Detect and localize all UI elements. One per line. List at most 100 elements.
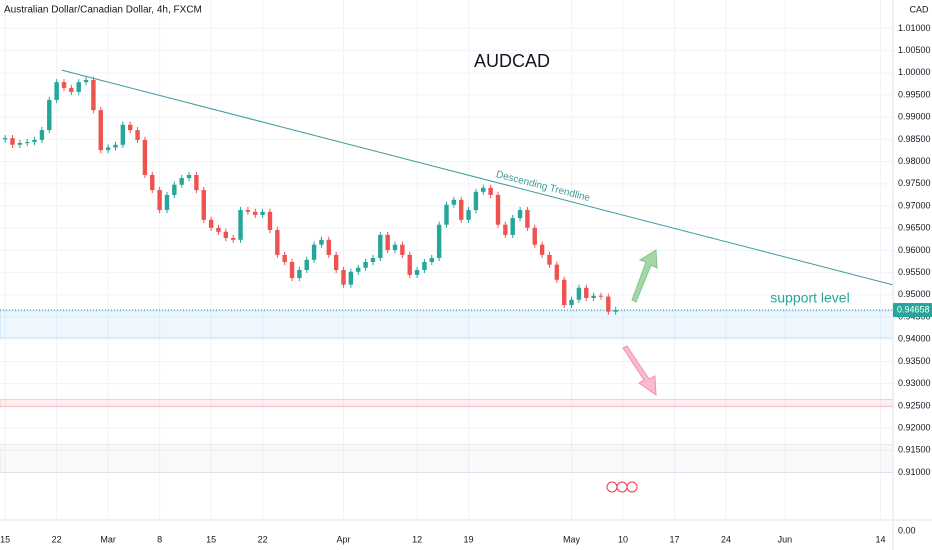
zone: [0, 310, 894, 339]
candle-body: [25, 142, 30, 144]
y-tick-label: 0.92500: [898, 400, 931, 410]
y-tick-label: 0.95500: [898, 267, 931, 277]
candle-body: [135, 130, 140, 140]
candle-body: [356, 267, 361, 272]
x-tick-label: Jun: [778, 534, 793, 544]
y-tick-label: 1.00000: [898, 67, 931, 77]
candle-body: [473, 191, 479, 211]
y-tick-label: 1.00500: [898, 45, 931, 55]
trendline: [61, 69, 894, 286]
candle-body: [517, 210, 523, 219]
candle-body: [547, 254, 552, 265]
event-icon: [606, 481, 618, 493]
candle-body: [208, 219, 214, 228]
candle-body: [532, 227, 537, 245]
candle-body: [260, 211, 265, 215]
y-tick-label: 0.98500: [898, 134, 931, 144]
down-arrow: [622, 345, 657, 397]
candle-body: [414, 269, 420, 275]
y-tick-label: 0.98000: [898, 156, 931, 166]
candle-body: [216, 227, 221, 232]
candle-body: [61, 82, 67, 88]
x-tick-label: 15: [0, 534, 10, 544]
candle-body: [613, 309, 618, 312]
candle-body: [561, 279, 567, 306]
y-tick-label: 0.93000: [898, 378, 931, 388]
candle-body: [370, 258, 376, 262]
y-tick-label: 0.94000: [898, 334, 931, 344]
candle-body: [385, 234, 390, 251]
candle-body: [83, 79, 89, 83]
candle-body: [451, 199, 457, 205]
candle-body: [150, 174, 155, 191]
x-tick-label: Apr: [337, 534, 351, 544]
candle-body: [584, 287, 589, 298]
x-tick-label: 22: [52, 534, 62, 544]
candle-body: [54, 82, 59, 100]
candle-body: [127, 124, 133, 131]
candle-body: [267, 211, 273, 231]
x-tick-label: 15: [206, 534, 216, 544]
event-icon: [616, 481, 628, 493]
y-tick-label: 0.91000: [898, 467, 931, 477]
candle-body: [444, 204, 449, 225]
candle-body: [275, 230, 280, 255]
candle-body: [488, 187, 493, 195]
support-label: support level: [770, 290, 849, 306]
candle-body: [223, 231, 229, 239]
event-icon: [626, 481, 638, 493]
x-tick-label: 10: [618, 534, 628, 544]
candle-body: [142, 139, 148, 175]
event-icons: [606, 481, 638, 493]
up-arrow: [631, 249, 658, 303]
last-price-label: 0.94658: [897, 304, 930, 314]
x-tick-label: 19: [464, 534, 474, 544]
candle-body: [311, 244, 317, 260]
candle-body: [164, 194, 170, 211]
y-tick-label: 1.01000: [898, 23, 931, 33]
candle-body: [69, 87, 74, 92]
axis-bottom-label: 0.00: [898, 525, 916, 535]
x-tick-label: 8: [157, 534, 162, 544]
candle-body: [113, 144, 118, 148]
candle-body: [459, 199, 464, 220]
candle-body: [10, 138, 15, 145]
candle-body: [98, 110, 103, 151]
candle-body: [186, 174, 192, 179]
candle-body: [105, 147, 111, 151]
candle-body: [297, 269, 302, 278]
candle-body: [539, 244, 545, 255]
zone: [0, 444, 894, 473]
candle-body: [326, 239, 332, 255]
candle-body: [333, 254, 339, 270]
candle-body: [525, 210, 530, 228]
candle-body: [576, 287, 582, 300]
candle-body: [429, 258, 434, 262]
last-price-box: [893, 303, 932, 318]
candle-body: [32, 139, 37, 143]
candle-body: [194, 174, 199, 191]
candle-body: [2, 138, 8, 140]
candle-body: [304, 259, 309, 270]
candle-body: [282, 254, 287, 262]
candle-body: [157, 190, 162, 211]
y-tick-label: 0.96500: [898, 223, 931, 233]
x-tick-label: 14: [875, 534, 885, 544]
candle-body: [495, 194, 501, 225]
x-tick-label: 22: [258, 534, 268, 544]
candle-body: [76, 82, 81, 92]
candle-body: [569, 299, 574, 306]
candle-body: [400, 244, 405, 255]
candle-body: [253, 211, 258, 215]
candle-body: [591, 295, 596, 298]
chart-title: AUDCAD: [474, 51, 550, 71]
x-tick-label: Mar: [100, 534, 116, 544]
candle-body: [289, 261, 295, 278]
candle-body: [466, 210, 471, 220]
candle-body: [172, 184, 177, 195]
candle-body: [341, 269, 346, 285]
currency: CAD: [909, 4, 929, 14]
candle-body: [422, 261, 427, 270]
